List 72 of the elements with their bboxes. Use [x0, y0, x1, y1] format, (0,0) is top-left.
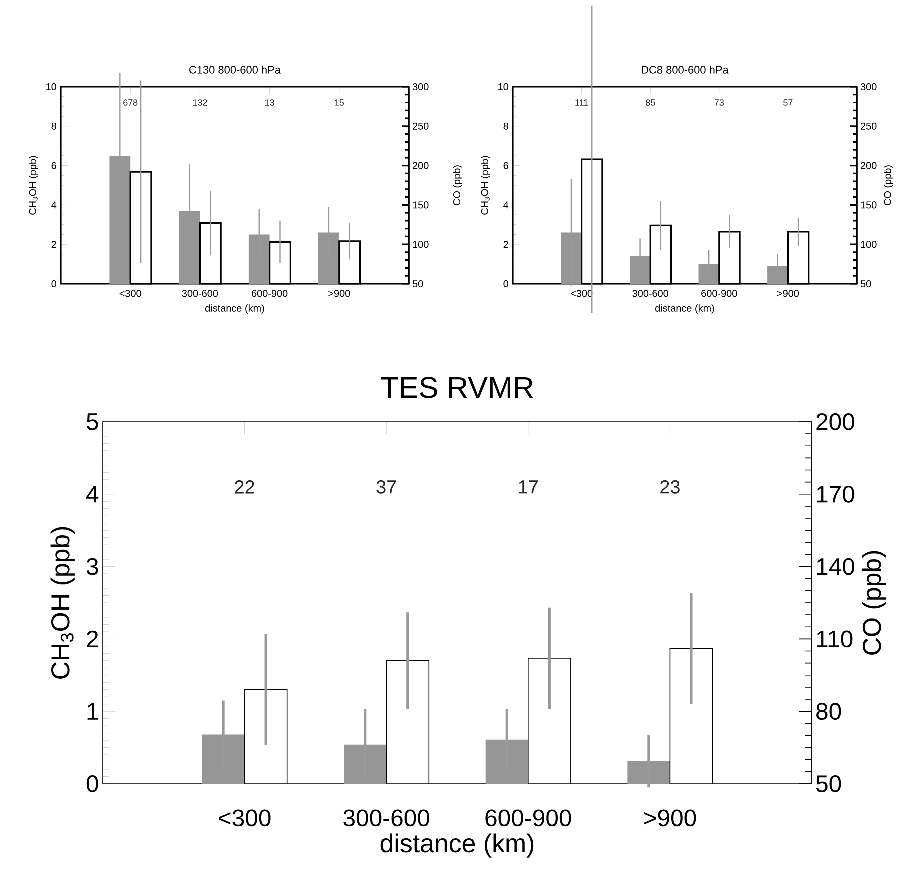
y2-tick-label: 100 [861, 241, 877, 248]
y2-tick-label: 250 [861, 122, 877, 130]
y-tick-label: 0 [504, 280, 509, 288]
y-tick-label: 5 [86, 414, 98, 430]
y2-tick-label: 150 [413, 202, 429, 209]
y-tick-label: 4 [52, 202, 57, 209]
x-tick-label: 600-900 [486, 810, 572, 827]
y-axis-title: CH$_{3}$OH (ppb) [29, 156, 38, 215]
y-tick-label: 0 [52, 280, 56, 288]
x-tick-label: >900 [328, 290, 350, 298]
annotation: 73 [714, 100, 724, 106]
y2-tick-label: 300 [860, 83, 877, 91]
y2-tick-label: 110 [817, 630, 853, 648]
x-tick-label: 300-600 [182, 290, 218, 298]
y-tick-label: 0 [86, 776, 98, 792]
y-tick-label: 8 [504, 122, 508, 130]
x-axis-title: distance (km) [656, 304, 714, 314]
annotation: 22 [235, 480, 254, 494]
y2-tick-label: 250 [413, 122, 429, 130]
x-tick-label: <300 [571, 290, 593, 298]
y-tick-label: 2 [87, 630, 98, 648]
y2-tick-label: 170 [817, 486, 854, 503]
x-tick-label: <300 [219, 810, 271, 827]
text: CO (ppb) [453, 166, 462, 206]
y2-tick-label: 50 [860, 280, 872, 288]
annotation: 57 [784, 100, 793, 106]
chart-title: DC8 800-600 hPa [642, 66, 729, 74]
annotation: 132 [193, 100, 208, 106]
x-tick-label: 600-900 [252, 290, 288, 298]
y2-tick-label: 50 [816, 776, 842, 792]
y-tick-label: 4 [504, 202, 509, 209]
x-tick-label: 300-600 [344, 810, 430, 827]
y2-tick-label: 200 [861, 162, 877, 170]
y2-tick-label: 80 [816, 703, 842, 720]
y2-tick-label: 140 [817, 558, 854, 576]
y-axis-title: CH$_{3}$OH (ppb) [50, 527, 75, 679]
y2-tick-label: 100 [413, 241, 429, 248]
x-tick-label: <300 [120, 290, 142, 298]
x-tick-label: >900 [777, 290, 800, 298]
y2-tick-label: 50 [412, 280, 424, 288]
y2-tick-label: 200 [413, 162, 429, 170]
annotation: 23 [660, 480, 680, 494]
annotation: 37 [376, 480, 396, 494]
y-axis-title: CH$_{3}$OH (ppb) [481, 156, 490, 215]
y2-axis-title: CO (ppb) [884, 166, 894, 206]
chart-title: TES RVMR [381, 377, 534, 398]
y-tick-label: 10 [46, 83, 56, 91]
y-tick-label: 2 [504, 241, 508, 248]
y2-tick-label: 300 [412, 83, 429, 91]
y-tick-label: 6 [504, 162, 508, 170]
chart-title: C130 800-600 hPa [190, 66, 281, 74]
y2-tick-label: 200 [816, 414, 854, 430]
y2-tick-label: 150 [861, 202, 877, 209]
y-tick-label: 10 [498, 83, 508, 91]
x-axis-title: distance (km) [206, 304, 264, 314]
annotation: 85 [646, 100, 656, 106]
y-tick-label: 1 [88, 703, 98, 720]
annotation: 678 [124, 100, 138, 106]
annotation: 13 [266, 100, 274, 106]
x-tick-label: >900 [644, 810, 696, 827]
x-axis-title: distance (km) [380, 834, 534, 858]
x-tick-label: 300-600 [632, 290, 668, 298]
y-tick-label: 6 [52, 162, 56, 170]
y2-axis-title: CO (ppb) [862, 551, 886, 655]
y-tick-label: 4 [86, 486, 99, 503]
y-tick-label: 8 [52, 122, 56, 130]
annotation: 17 [519, 480, 538, 494]
y-tick-label: 3 [86, 558, 98, 576]
annotation: 111 [576, 100, 588, 106]
x-tick-label: 600-900 [702, 290, 738, 298]
annotation: 15 [335, 100, 344, 106]
y-tick-label: 2 [52, 241, 56, 248]
